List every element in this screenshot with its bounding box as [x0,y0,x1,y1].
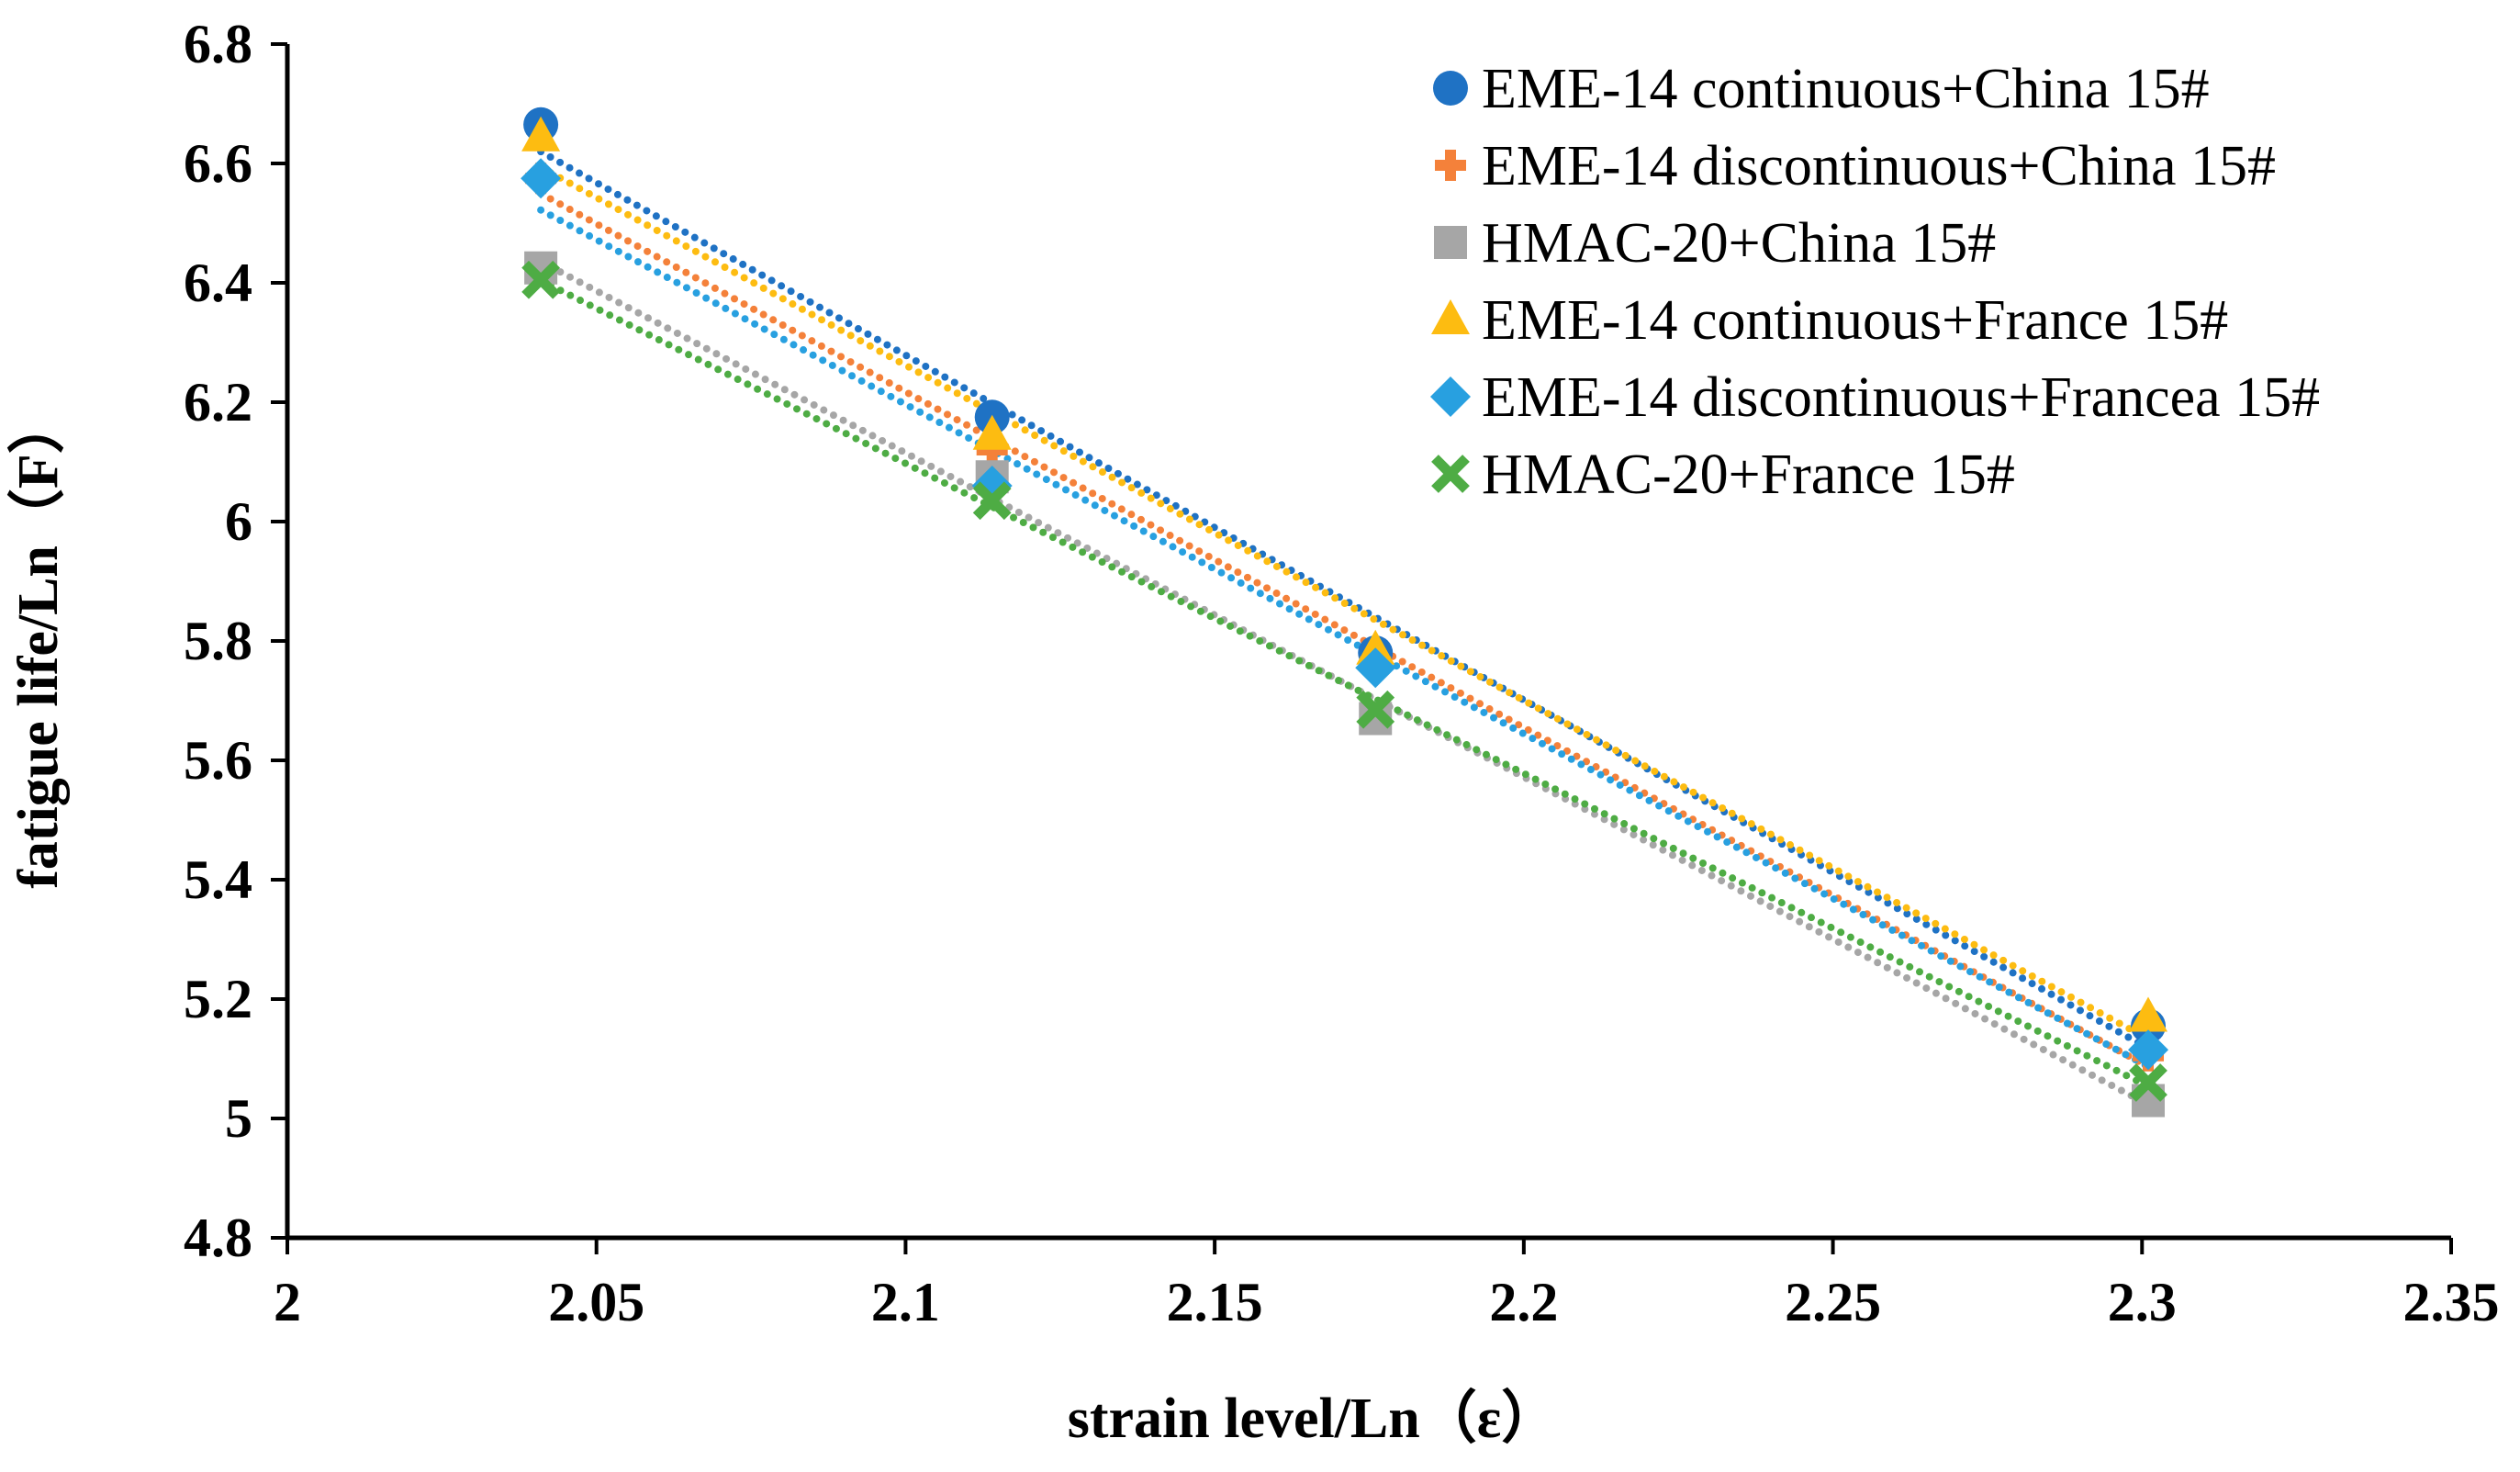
trendline-series-3 [537,257,2153,1108]
data-point-series-6 [1356,690,1395,729]
trendline-series-5 [537,206,2153,1071]
data-point-series-2 [976,434,1008,466]
trendline-series-2 [537,189,2153,1071]
legend-marker-series-6 [1431,455,1470,493]
x-tick-label: 2.1 [871,1272,940,1332]
y-axis-title: fatigue life/Ln（F） [6,397,70,889]
trendline-series-1 [537,148,2153,1052]
x-axis-title: strain level/Ln（ε） [1068,1386,1559,1450]
y-tick-label: 6.2 [184,372,252,433]
y-tick-label: 5.6 [184,730,252,791]
y-tick-label: 5.4 [184,849,252,910]
legend-label-series-2: EME-14 discontinuous+China 15# [1482,135,2276,197]
legend-label-series-6: HMAC-20+France 15# [1482,444,2015,506]
x-tick-label: 2.15 [1167,1272,1263,1332]
legend-marker-series-5 [1430,376,1471,417]
legend-marker-series-4 [1431,299,1470,334]
x-tick-label: 2.25 [1785,1272,1881,1332]
trendline-layer [537,148,2153,1108]
x-tick-label: 2.3 [2108,1272,2177,1332]
trendline-series-6 [537,276,2153,1091]
y-tick-label: 6.6 [184,133,252,194]
legend-label-series-3: HMAC-20+China 15# [1482,212,1996,275]
y-tick-label: 6.4 [184,253,252,313]
data-point-series-6 [521,260,560,299]
data-point-series-5 [521,158,562,199]
y-tick-label: 6.8 [184,14,252,74]
data-point-series-6 [2129,1063,2167,1102]
data-point-series-4 [2129,996,2168,1032]
legend-label-series-4: EME-14 continuous+France 15# [1482,289,2228,352]
trendline-series-4 [537,163,2153,1043]
y-tick-label: 5 [225,1088,252,1149]
y-tick-label: 4.8 [184,1208,252,1268]
marker-layer [521,107,2169,1118]
legend-label-series-1: EME-14 continuous+China 15# [1482,58,2210,120]
x-tick-label: 2.35 [2403,1272,2500,1332]
y-tick-label: 6 [225,491,252,552]
tick-layer: 4.8 5 5.2 5.4 5.6 5.8 6 6.2 6.4 6.6 6.8 2 2.05 2.1 2.1… [184,14,2500,1332]
data-point-series-6 [972,481,1012,521]
x-tick-label: 2 [274,1272,301,1332]
data-point-series-4 [521,116,561,152]
legend-marker-series-1 [1433,71,1468,106]
legend-marker-series-2 [1435,150,1466,181]
data-point-series-5 [1355,647,1396,689]
x-tick-label: 2.05 [548,1272,644,1332]
legend-marker-series-3 [1434,226,1467,259]
data-point-series-4 [1356,629,1395,665]
legend-label-series-5: EME-14 discontinuous+Francea 15# [1482,366,2320,429]
y-tick-label: 5.2 [184,969,252,1029]
data-point-series-4 [972,414,1012,450]
x-tick-label: 2.2 [1489,1272,1558,1332]
legend: EME-14 continuous+China 15# EME-14 discon… [1430,58,2320,506]
y-tick-label: 5.8 [184,611,252,671]
data-point-series-5 [2128,1029,2169,1071]
